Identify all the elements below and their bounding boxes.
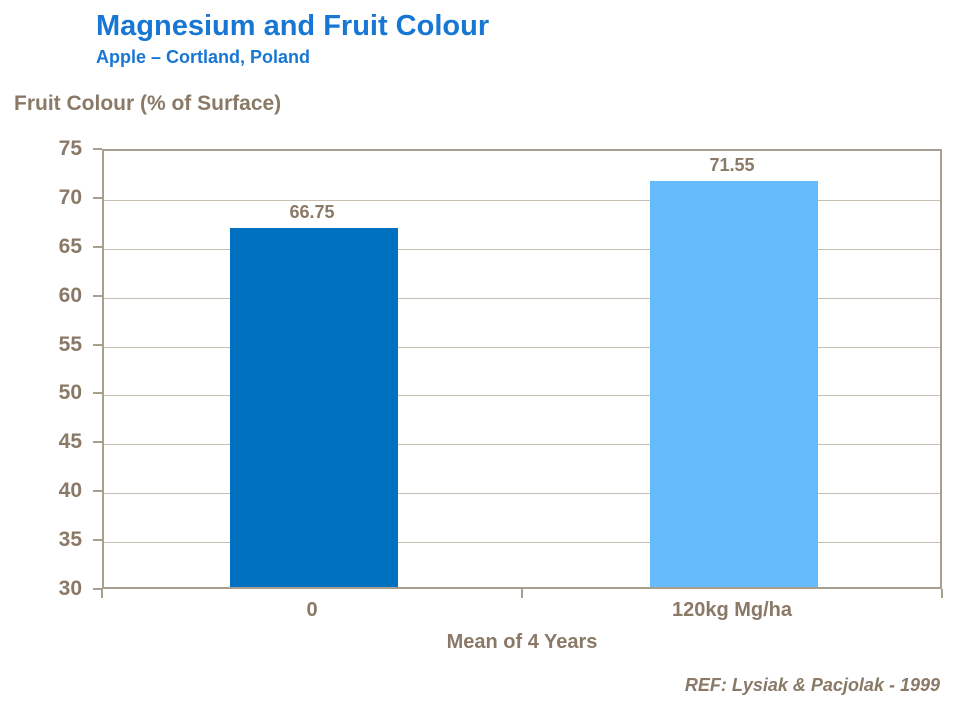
y-tick-label: 30: [58, 577, 82, 600]
x-axis-title: Mean of 4 Years: [446, 631, 598, 653]
y-tick-mark: [93, 539, 102, 542]
y-tick-label: 55: [58, 332, 82, 356]
y-tick-mark: [93, 294, 102, 297]
y-tick-label: 70: [58, 185, 82, 209]
bar-value-label: 66.75: [289, 201, 335, 222]
y-tick-mark: [93, 245, 102, 248]
y-tick-label: 40: [58, 479, 82, 503]
gridline: [104, 346, 940, 348]
x-category-label: 120kg Mg/ha: [671, 599, 793, 621]
y-tick-mark: [93, 392, 102, 395]
y-tick-label: 60: [58, 283, 82, 307]
y-tick-mark: [93, 441, 102, 444]
y-tick-label: 50: [58, 381, 82, 405]
gridline: [104, 297, 940, 299]
x-tick-mark: [521, 589, 523, 598]
y-tick-mark: [93, 196, 102, 199]
chart-subtitle: Apple – Cortland, Poland: [96, 47, 311, 67]
x-tick-mark: [101, 589, 103, 598]
x-tick-mark: [941, 589, 943, 598]
gridline: [104, 248, 940, 250]
gridline: [104, 542, 940, 544]
y-tick-mark: [93, 148, 102, 150]
y-tick-label: 45: [58, 430, 82, 454]
gridline: [104, 199, 940, 201]
y-tick-mark: [93, 343, 102, 346]
y-tick-mark: [93, 490, 102, 493]
x-category-label: 0: [306, 599, 318, 621]
y-axis-title: Fruit Colour (% of Surface): [14, 92, 282, 115]
bar-value-label: 71.55: [709, 154, 755, 175]
gridline: [104, 444, 940, 446]
y-tick-label: 65: [58, 234, 82, 258]
gridline: [104, 493, 940, 495]
chart-title: Magnesium and Fruit Colour: [96, 10, 490, 42]
y-tick-mark: [93, 588, 102, 590]
y-tick-label: 35: [58, 528, 82, 552]
plot-area: [102, 149, 942, 589]
bar: [650, 180, 818, 587]
bar: [230, 227, 398, 587]
y-tick-label: 75: [58, 137, 82, 160]
reference-text: REF: Lysiak & Pacjolak - 1999: [684, 675, 940, 695]
gridline: [104, 395, 940, 397]
